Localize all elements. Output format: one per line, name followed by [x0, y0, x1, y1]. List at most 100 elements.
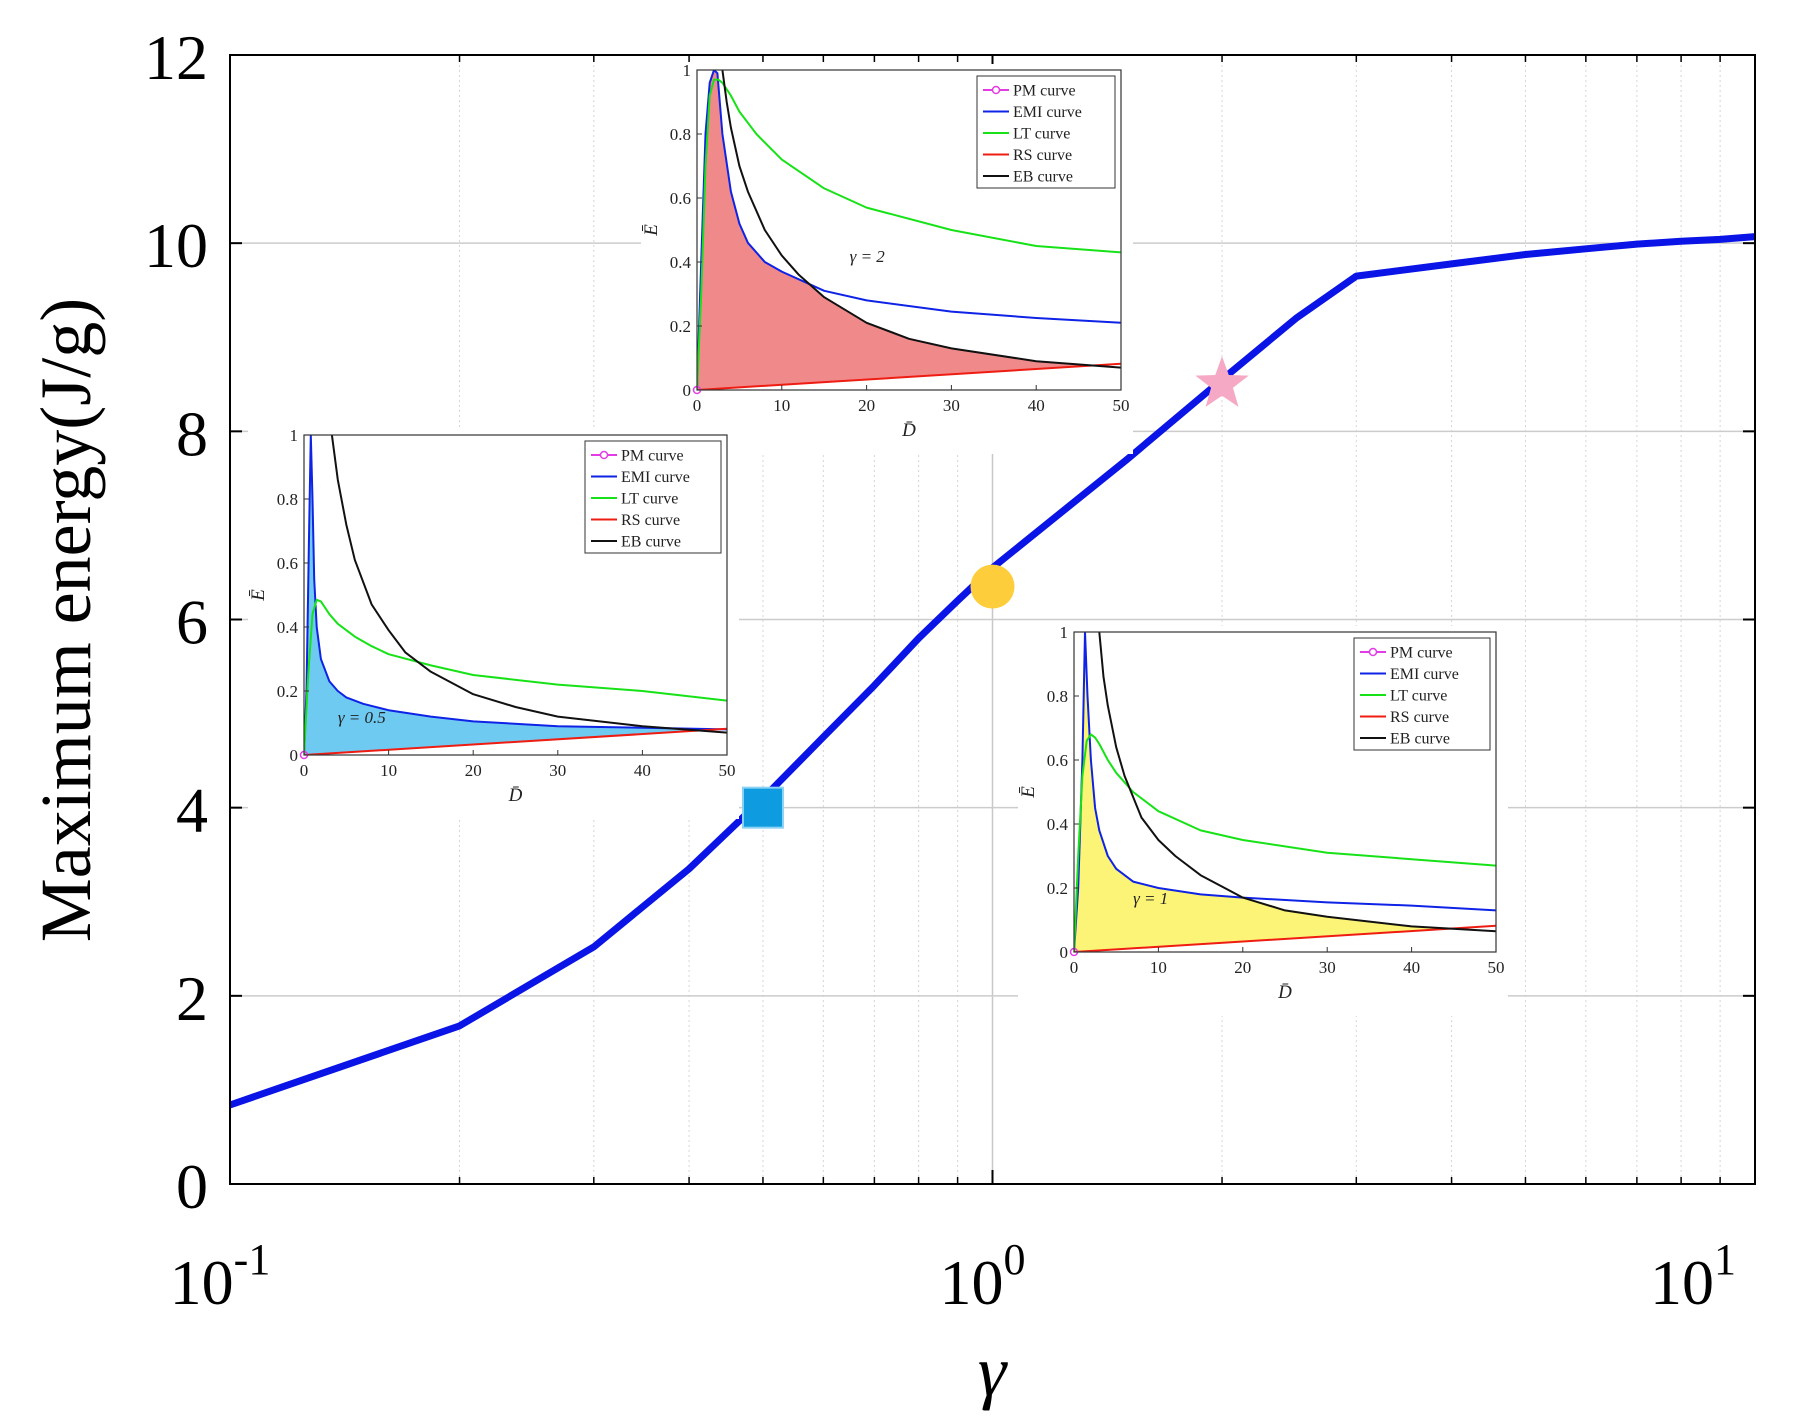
inset-legend-label: LT curve [1013, 126, 1070, 143]
inset-axes-box [696, 69, 1122, 391]
inset-x-tick-label: 20 [465, 761, 482, 780]
inset-y-tick-label: 0.4 [670, 253, 692, 272]
main-plot-area [228, 233, 1756, 1109]
inset-series-eb-curve [330, 435, 727, 734]
inset-y-axis-label: Ē [248, 589, 269, 602]
inset-x-tick-label: 30 [943, 396, 960, 415]
inset-gamma2: 0 10 20 30 40 50 0 0.2 0.4 0.6 0.8 1 D̄ Ēγ = 2 PM curv… [641, 61, 1133, 454]
inset-plot-area [1074, 632, 1496, 952]
inset-x-tick-label: 40 [1403, 958, 1420, 977]
x-tick-label-exponent: -1 [234, 1235, 271, 1284]
inset-plot-area [697, 70, 1121, 390]
x-tick-label: 10-1 [170, 1235, 271, 1318]
y-tick-label: 0 [176, 1151, 208, 1222]
inset-gamma-annotation: γ = 0.5 [338, 708, 386, 727]
inset-x-tick-label: 0 [693, 396, 702, 415]
x-tick-label-exponent: 0 [1004, 1235, 1026, 1284]
inset-legend-label: PM curve [1390, 645, 1453, 662]
inset-y-tick-label: 1 [1060, 623, 1069, 642]
inset-y-tick-label: 0.4 [277, 618, 299, 637]
square-marker [741, 786, 784, 829]
inset-legend-label: LT curve [621, 491, 678, 508]
inset-y-tick-label: 1 [683, 61, 692, 80]
inset-x-tick-label: 10 [773, 396, 790, 415]
main-x-axis-label: γ [978, 1331, 1008, 1411]
inset-legend-label: EB curve [1390, 731, 1450, 748]
inset-series-emi-curve [1074, 632, 1496, 952]
inset-y-tick-label: 0.8 [1047, 687, 1068, 706]
inset-legend-label: EB curve [1013, 169, 1073, 186]
inset-x-tick-label: 30 [1319, 958, 1336, 977]
inset-y-tick-label: 0.6 [1047, 751, 1068, 770]
x-tick-label: 101 [1650, 1235, 1736, 1318]
inset-series-rs-curve [697, 362, 1121, 390]
inset-legend-pm-marker [991, 85, 1001, 95]
inset-series-eb-curve [1098, 632, 1496, 933]
inset-y-tick-label: 0.8 [670, 125, 691, 144]
inset-x-tick-label: 0 [300, 761, 309, 780]
inset-legend-pm-marker [599, 450, 609, 460]
inset-series-emi-curve [697, 70, 1121, 390]
inset-x-tick-label: 10 [1150, 958, 1167, 977]
inset-series-lt-curve [1074, 733, 1496, 952]
y-tick-label: 8 [176, 398, 208, 469]
x-tick-label-base: 10 [170, 1247, 234, 1318]
inset-legend-label: EB curve [621, 534, 681, 551]
x-tick-label-base: 10 [940, 1247, 1004, 1318]
inset-series-rs-curve [304, 727, 727, 755]
inset-x-tick-label: 10 [380, 761, 397, 780]
main-y-axis-label: Maximum energy(J/g) [26, 298, 106, 943]
inset-gamma-annotation: γ = 1 [1133, 889, 1168, 908]
inset-y-tick-label: 0.2 [277, 682, 298, 701]
inset-axes-box [1073, 631, 1497, 953]
main-markers [741, 356, 1249, 829]
inset-x-tick-label: 0 [1070, 958, 1079, 977]
inset-shaded-region [1074, 632, 1496, 952]
inset-legend-label: LT curve [1390, 688, 1447, 705]
y-tick-label: 12 [144, 22, 208, 93]
inset-y-tick-label: 0.4 [1047, 815, 1069, 834]
inset-axes-box [303, 434, 728, 756]
inset-legend-label: PM curve [621, 448, 684, 465]
y-tick-label: 6 [176, 587, 208, 658]
inset-series-emi-curve [304, 435, 727, 755]
inset-legend: PM curve EMI curve LT curve RS curve EB curv… [584, 440, 722, 554]
inset-gamma05: 0 10 20 30 40 50 0 0.2 0.4 0.6 0.8 1 D̄ Ēγ = 0.5 PM cu… [248, 426, 739, 819]
circle-marker [970, 564, 1015, 609]
inset-legend: PM curve EMI curve LT curve RS curve EB curv… [1353, 637, 1491, 751]
inset-y-tick-label: 1 [290, 426, 299, 445]
inset-y-axis-label: Ē [1018, 786, 1039, 799]
inset-gamma1: 0 10 20 30 40 50 0 0.2 0.4 0.6 0.8 1 D̄ Ēγ = 1 PM curv… [1018, 623, 1508, 1016]
inset-x-tick-label: 40 [1028, 396, 1045, 415]
main-series-line [228, 233, 1756, 1109]
inset-x-axis-label: D̄ [508, 785, 523, 806]
inset-series-lt-curve [697, 78, 1121, 390]
y-tick-label: 4 [176, 775, 208, 846]
inset-legend-label: PM curve [1013, 83, 1076, 100]
inset-shaded-region [697, 70, 1121, 390]
inset-x-tick-label: 40 [634, 761, 651, 780]
star-marker [1195, 356, 1249, 407]
inset-x-axis-label: D̄ [901, 420, 916, 441]
inset-y-axis-label: Ē [641, 224, 662, 237]
inset-y-tick-label: 0.2 [670, 317, 691, 336]
inset-x-axis-label: D̄ [1277, 982, 1292, 1003]
inset-y-tick-label: 0 [1060, 943, 1069, 962]
x-tick-label-base: 10 [1650, 1247, 1714, 1318]
inset-series-rs-curve [1074, 924, 1496, 952]
y-tick-label: 2 [176, 963, 208, 1034]
inset-plot-area [304, 435, 727, 755]
inset-gamma-annotation: γ = 2 [850, 247, 886, 266]
inset-x-tick-label: 50 [719, 761, 736, 780]
inset-x-tick-label: 50 [1113, 396, 1130, 415]
y-tick-label: 10 [144, 210, 208, 281]
inset-legend: PM curve EMI curve LT curve RS curve EB curv… [976, 75, 1116, 189]
inset-legend-label: RS curve [621, 512, 680, 529]
inset-legend-label: EMI curve [621, 469, 690, 486]
inset-shaded-region [304, 435, 727, 755]
inset-y-tick-label: 0.8 [277, 490, 298, 509]
inset-legend-pm-marker [1368, 647, 1378, 657]
